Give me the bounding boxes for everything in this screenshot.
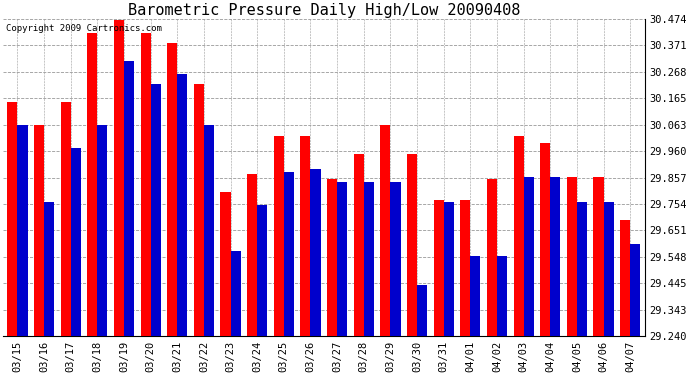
Bar	[433, 200, 444, 336]
Bar	[551, 177, 560, 336]
Bar	[44, 202, 55, 336]
Bar	[380, 125, 391, 336]
Bar	[577, 202, 587, 336]
Bar	[194, 84, 204, 336]
Bar	[630, 244, 640, 336]
Bar	[417, 285, 427, 336]
Bar	[604, 202, 613, 336]
Bar	[487, 179, 497, 336]
Bar	[70, 148, 81, 336]
Bar	[444, 202, 454, 336]
Bar	[274, 136, 284, 336]
Bar	[327, 179, 337, 336]
Bar	[17, 125, 28, 336]
Bar	[247, 174, 257, 336]
Text: Copyright 2009 Cartronics.com: Copyright 2009 Cartronics.com	[6, 24, 162, 33]
Bar	[460, 200, 471, 336]
Bar	[8, 102, 17, 336]
Bar	[177, 74, 188, 336]
Bar	[524, 177, 534, 336]
Bar	[354, 154, 364, 336]
Bar	[97, 125, 108, 336]
Bar	[230, 251, 241, 336]
Bar	[300, 136, 310, 336]
Bar	[593, 177, 604, 336]
Bar	[124, 61, 134, 336]
Bar	[114, 20, 124, 336]
Bar	[513, 136, 524, 336]
Bar	[471, 256, 480, 336]
Bar	[167, 43, 177, 336]
Bar	[204, 125, 214, 336]
Bar	[497, 256, 507, 336]
Bar	[337, 182, 347, 336]
Bar	[220, 192, 230, 336]
Bar	[364, 182, 374, 336]
Bar	[34, 125, 44, 336]
Bar	[141, 33, 150, 336]
Bar	[310, 169, 321, 336]
Bar	[407, 154, 417, 336]
Bar	[566, 177, 577, 336]
Bar	[257, 205, 267, 336]
Bar	[87, 33, 97, 336]
Title: Barometric Pressure Daily High/Low 20090408: Barometric Pressure Daily High/Low 20090…	[128, 3, 520, 18]
Bar	[391, 182, 401, 336]
Bar	[61, 102, 70, 336]
Bar	[620, 220, 630, 336]
Bar	[540, 143, 551, 336]
Bar	[284, 172, 294, 336]
Bar	[150, 84, 161, 336]
